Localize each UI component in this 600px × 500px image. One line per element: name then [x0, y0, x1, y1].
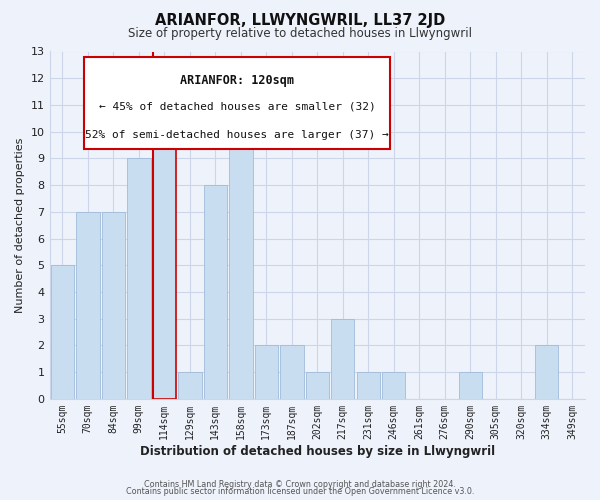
Bar [305, 372, 329, 399]
Y-axis label: Number of detached properties: Number of detached properties [15, 138, 25, 313]
Bar [382, 372, 406, 399]
Text: 52% of semi-detached houses are larger (37) →: 52% of semi-detached houses are larger (… [85, 130, 389, 140]
Bar [229, 132, 253, 399]
Bar [458, 372, 482, 399]
Bar [331, 318, 355, 399]
FancyBboxPatch shape [85, 56, 389, 149]
Bar [356, 372, 380, 399]
X-axis label: Distribution of detached houses by size in Llwyngwril: Distribution of detached houses by size … [140, 444, 495, 458]
Text: Contains HM Land Registry data © Crown copyright and database right 2024.: Contains HM Land Registry data © Crown c… [144, 480, 456, 489]
Bar [50, 265, 74, 399]
Bar [152, 105, 176, 399]
Text: ARIANFOR: 120sqm: ARIANFOR: 120sqm [180, 74, 294, 87]
Bar [280, 346, 304, 399]
Bar [76, 212, 100, 399]
Text: ARIANFOR, LLWYNGWRIL, LL37 2JD: ARIANFOR, LLWYNGWRIL, LL37 2JD [155, 12, 445, 28]
Text: ← 45% of detached houses are smaller (32): ← 45% of detached houses are smaller (32… [98, 102, 376, 112]
Bar [127, 158, 151, 399]
Bar [178, 372, 202, 399]
Text: Size of property relative to detached houses in Llwyngwril: Size of property relative to detached ho… [128, 28, 472, 40]
Bar [101, 212, 125, 399]
Bar [535, 346, 559, 399]
Bar [203, 185, 227, 399]
Bar [254, 346, 278, 399]
Text: Contains public sector information licensed under the Open Government Licence v3: Contains public sector information licen… [126, 487, 474, 496]
